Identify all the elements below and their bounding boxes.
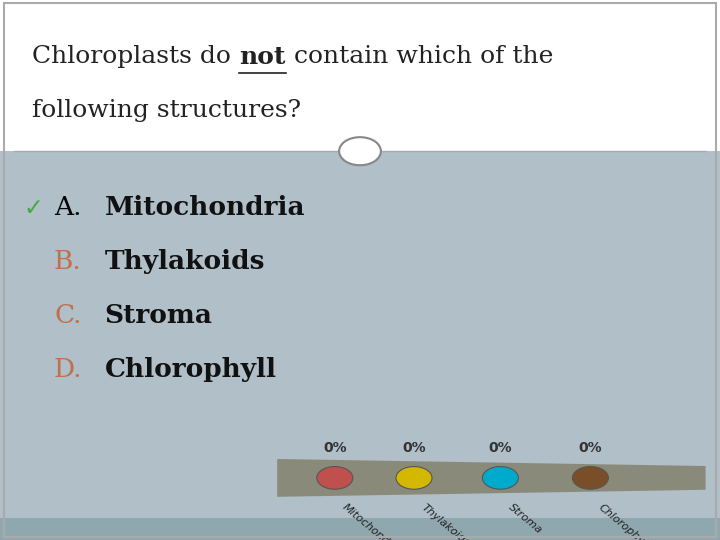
Text: 0%: 0% [323,441,346,455]
Text: Chlorophyll: Chlorophyll [596,502,651,540]
Text: D.: D. [54,357,83,382]
Polygon shape [277,459,706,497]
Ellipse shape [572,467,608,489]
Bar [0,151,720,518]
Text: Mitochondria: Mitochondria [341,502,402,540]
Text: following structures?: following structures? [32,99,302,122]
Text: Mitochondria: Mitochondria [104,195,305,220]
Text: A.: A. [54,195,81,220]
Text: ✓: ✓ [23,196,42,220]
Ellipse shape [339,137,381,165]
Text: not: not [239,45,286,69]
Text: Chlorophyll: Chlorophyll [104,357,276,382]
Text: 0%: 0% [579,441,602,455]
Text: Thylakoids: Thylakoids [104,249,265,274]
Text: C.: C. [54,303,81,328]
Text: B.: B. [54,249,82,274]
Text: Stroma: Stroma [506,502,544,536]
Text: contain which of the: contain which of the [286,45,553,68]
Text: Chloroplasts do: Chloroplasts do [32,45,239,68]
Text: 0%: 0% [489,441,512,455]
Ellipse shape [482,467,518,489]
Text: Stroma: Stroma [104,303,212,328]
Bar [0,518,720,540]
Ellipse shape [396,467,432,489]
Text: Thylakoids: Thylakoids [420,502,472,540]
Bar [0,0,720,151]
Ellipse shape [317,467,353,489]
Text: 0%: 0% [402,441,426,455]
